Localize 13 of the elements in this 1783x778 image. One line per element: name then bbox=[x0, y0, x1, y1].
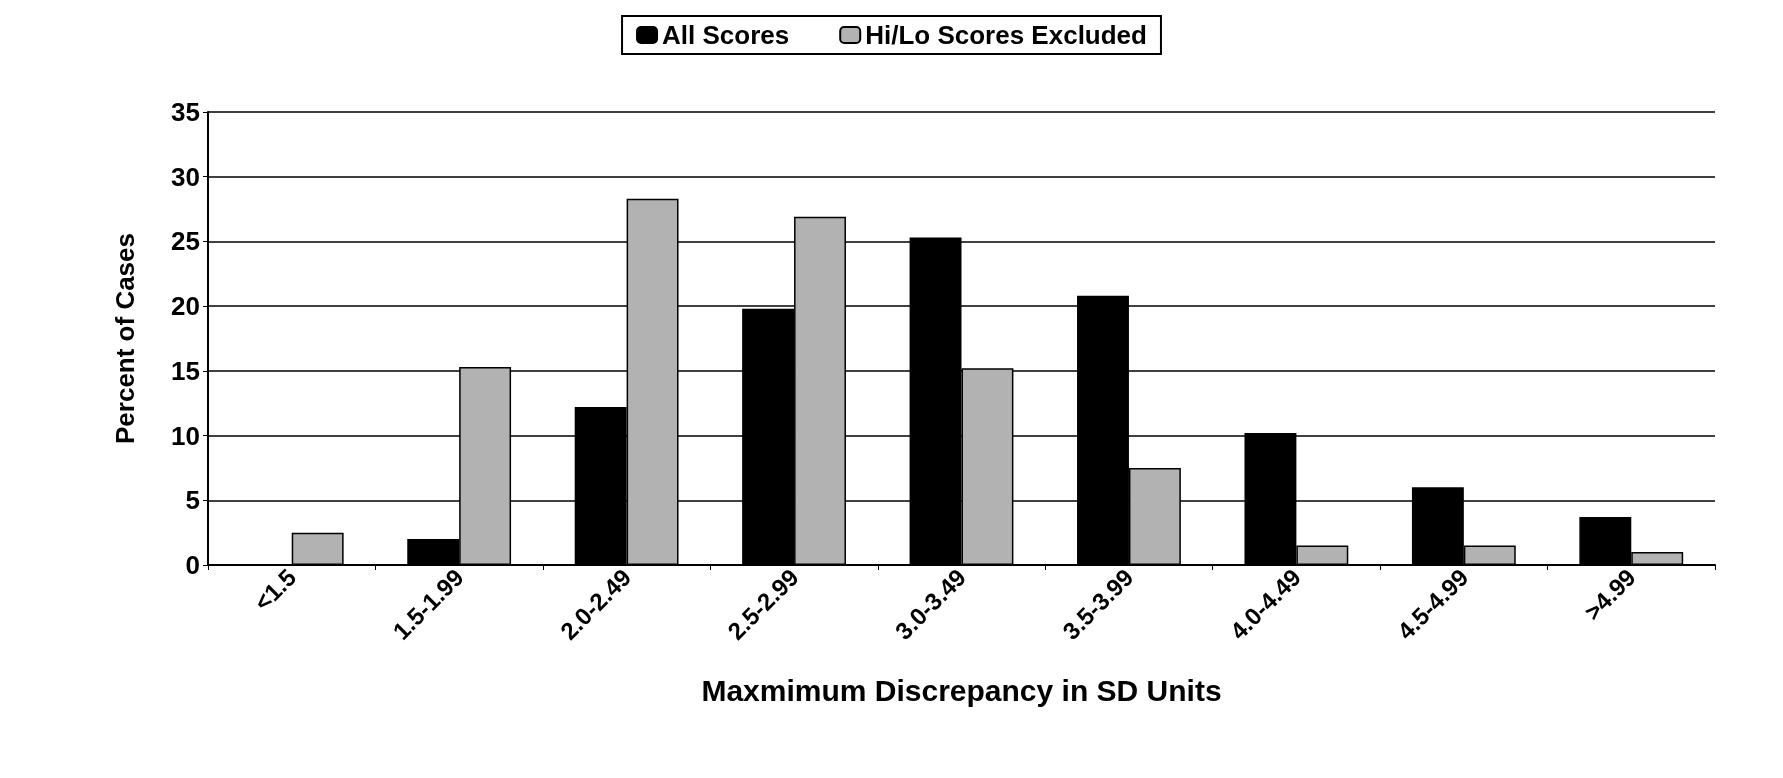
y-tick-label: 0 bbox=[185, 550, 200, 580]
legend-label: Hi/Lo Scores Excluded bbox=[865, 20, 1147, 50]
y-tick-label: 35 bbox=[171, 97, 200, 127]
y-tick-label: 15 bbox=[171, 355, 200, 386]
y-tick-label: 10 bbox=[171, 420, 200, 451]
y-tick-label: 30 bbox=[171, 161, 200, 192]
y-axis-title: Percent of Cases bbox=[110, 233, 140, 444]
y-tick-label: 5 bbox=[185, 485, 200, 516]
x-axis-title: Maxmimum Discrepancy in SD Units bbox=[701, 673, 1222, 707]
legend-label: All Scores bbox=[662, 20, 790, 50]
x-tick-label: <1.5 bbox=[248, 563, 302, 617]
y-tick-label: 25 bbox=[171, 226, 200, 257]
y-tick-label: 20 bbox=[171, 291, 200, 322]
